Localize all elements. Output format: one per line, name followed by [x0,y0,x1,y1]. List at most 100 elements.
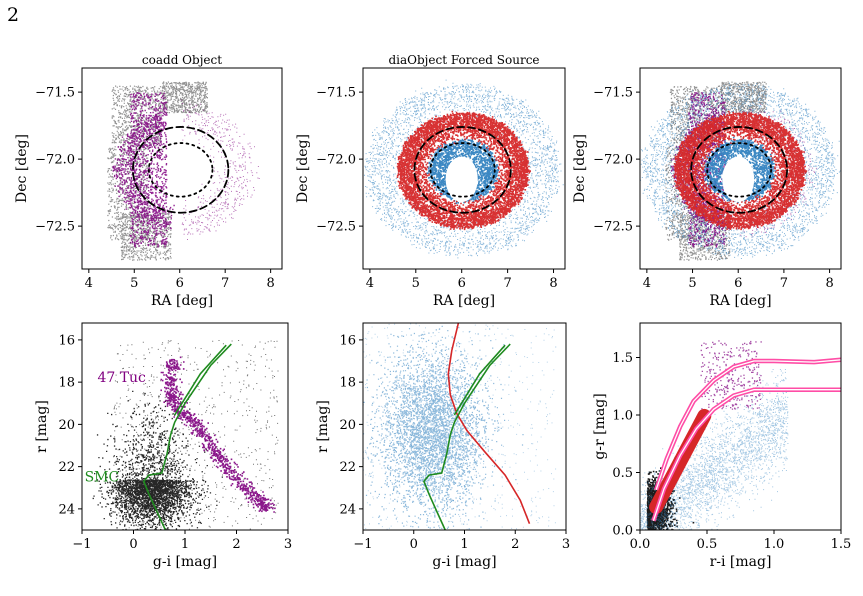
ytick-label: −72.0 [316,153,356,168]
ytick-label: 0.0 [612,524,633,539]
x-axis-label: RA [deg] [433,293,495,309]
ytick-label: 20 [58,418,75,433]
plot-area-p4 [92,340,279,530]
ring-dashed-p3 [690,126,788,214]
ytick-label: 24 [58,502,75,517]
ytick-label: −72.5 [35,220,75,235]
axes-frame-p1 [81,67,283,270]
panel-p5: −1 0 1 2 3 16 18 20 22 24 g-i [mag] r [mag] [315,322,570,570]
x-axis-label: g-i [mag] [432,554,496,570]
x-axis-label: r-i [mag] [710,554,772,570]
x-axis-label: RA [deg] [151,293,213,309]
y-axis-label: r [mag] [315,400,331,453]
ytick-label: 18 [58,376,75,391]
dia-core-hole [445,156,478,202]
axes-frame-p6 [639,322,842,531]
xtick-label: 7 [221,276,229,291]
xtick-label: 1.5 [831,537,852,552]
xtick-label: 8 [266,276,274,291]
ytick-label: 16 [58,333,75,348]
ytick-label: 24 [339,502,356,517]
panel-p6: 0.0 0.5 1.0 1.5 0.0 0.5 1.0 1.5 r-i [mag] g-r [ma… [592,322,852,570]
xtick-label: 2 [232,537,240,552]
xtick-label: 7 [503,276,511,291]
axes-frame-p3 [639,67,842,270]
ring-dashed-p2 [413,126,512,214]
panel-p4: 47 Tuc SMC −1 0 1 2 3 16 18 20 22 24 g-i [mag] r [mag… [34,322,292,570]
xtick-label: −1 [72,537,91,552]
xtick-label: −1 [353,537,372,552]
xtick-label: 0 [129,537,137,552]
ring-dashed-p1 [132,126,230,214]
y-axis-label: g-r [mag] [592,393,608,459]
annotation-p4-1: SMC [85,469,120,485]
plot-area-p3 [640,81,841,261]
x-axis-label: g-i [mag] [153,554,217,570]
ccd-locus-upper-outer [653,357,841,491]
cmd-field-points [92,390,223,530]
ytick-label: 18 [339,376,356,391]
xtick-label: 3 [284,537,292,552]
xtick-label: 7 [780,276,788,291]
ytick-label: −71.5 [593,86,633,101]
ring-dotted-p3 [706,142,773,198]
xtick-label: 4 [366,276,374,291]
coadd-field-points [665,81,767,261]
ccd-locus-lower [652,389,841,522]
isochrone-p5-2 [453,344,506,416]
xtick-label: 6 [176,276,184,291]
xtick-label: 4 [643,276,651,291]
plot-area-p5 [363,323,557,530]
panel-p2: 4 5 6 7 8 −71.5 −72.0 −72.5 RA [deg] Dec [deg] dia… [295,53,566,309]
page-number: 2 [7,4,20,26]
isochrone-p4-0 [142,343,232,530]
ytick-label: 0.5 [612,466,633,481]
ytick-label: 22 [58,460,75,475]
ytick-label: 1.0 [612,409,633,424]
plot-area-p6 [640,340,841,530]
xtick-label: 3 [562,537,570,552]
plot-area-p1 [107,81,260,261]
cmd-47tuc-rgb [160,356,276,513]
ytick-label: −72.5 [316,220,356,235]
xtick-label: 5 [130,276,138,291]
ytick-label: 20 [339,418,356,433]
xtick-label: 0.0 [630,537,651,552]
isochrone-p4-1 [174,344,227,416]
xtick-label: 1.0 [764,537,785,552]
y-axis-label: Dec [deg] [572,134,588,203]
cmd-dia-points [363,323,524,530]
dia-core-points [704,136,778,204]
dia-core-points [426,138,500,204]
xtick-label: 1 [460,537,468,552]
y-axis-label: Dec [deg] [295,134,311,203]
ccd-locus-lower-outer [651,387,841,522]
panel-p1: 4 5 6 7 8 −71.5 −72.0 −72.5 RA [deg] Dec [deg] coa… [14,53,283,309]
ring-dotted-p2 [429,142,496,198]
axes-frame-p2 [362,67,566,270]
xtick-label: 5 [688,276,696,291]
isochrone-p5-1 [422,343,511,530]
xtick-label: 6 [734,276,742,291]
dia-core-hole [722,156,755,202]
panel-p3: 4 5 6 7 8 −71.5 −72.0 −72.5 RA [deg] Dec [deg] [572,67,842,309]
ytick-label: −72.0 [593,153,633,168]
x-axis-label: RA [deg] [709,293,771,309]
coadd-field-points [107,81,209,261]
y-axis-label: r [mag] [34,400,50,453]
y-axis-label: Dec [deg] [14,134,30,203]
xtick-label: 1 [181,537,189,552]
ytick-label: −71.5 [316,86,356,101]
coadd-outskirt-points [180,99,260,240]
coadd-edge-points [112,92,175,248]
isochrone-p5-0 [447,323,531,524]
xtick-label: 2 [511,537,519,552]
xtick-label: 0.5 [697,537,718,552]
xtick-label: 4 [85,276,93,291]
xtick-label: 8 [549,276,557,291]
xtick-label: 6 [458,276,466,291]
ytick-label: −72.5 [593,220,633,235]
panel-title: diaObject Forced Source [388,53,539,67]
panel-title: coadd Object [142,53,222,67]
